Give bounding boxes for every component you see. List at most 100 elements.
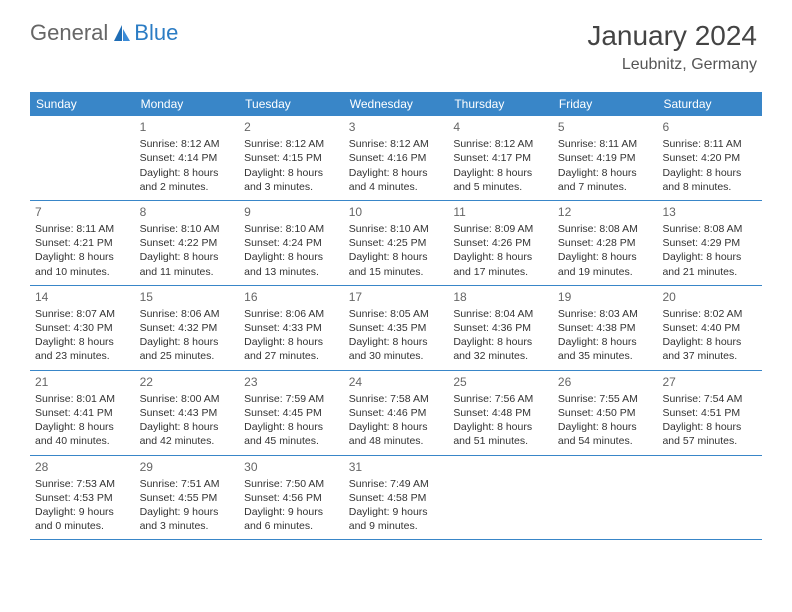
daylight1-text: Daylight: 8 hours (244, 335, 339, 349)
location-label: Leubnitz, Germany (587, 56, 757, 74)
sunrise-text: Sunrise: 8:11 AM (662, 137, 757, 151)
day-cell: 23Sunrise: 7:59 AMSunset: 4:45 PMDayligh… (239, 371, 344, 455)
brand-part1: General (30, 20, 108, 46)
daylight2-text: and 0 minutes. (35, 519, 130, 533)
weekday-thu: Thursday (448, 92, 553, 116)
sunset-text: Sunset: 4:28 PM (558, 236, 653, 250)
daylight1-text: Daylight: 8 hours (558, 166, 653, 180)
week-row: 7Sunrise: 8:11 AMSunset: 4:21 PMDaylight… (30, 201, 762, 286)
sunrise-text: Sunrise: 8:12 AM (140, 137, 235, 151)
sunrise-text: Sunrise: 7:51 AM (140, 477, 235, 491)
daylight2-text: and 40 minutes. (35, 434, 130, 448)
sunrise-text: Sunrise: 7:56 AM (453, 392, 548, 406)
sunset-text: Sunset: 4:55 PM (140, 491, 235, 505)
day-cell: 26Sunrise: 7:55 AMSunset: 4:50 PMDayligh… (553, 371, 658, 455)
day-number: 22 (140, 374, 235, 390)
daylight2-text: and 23 minutes. (35, 349, 130, 363)
day-number: 2 (244, 119, 339, 135)
weekday-wed: Wednesday (344, 92, 449, 116)
day-cell: 9Sunrise: 8:10 AMSunset: 4:24 PMDaylight… (239, 201, 344, 285)
sunset-text: Sunset: 4:35 PM (349, 321, 444, 335)
day-number: 26 (558, 374, 653, 390)
day-cell: 3Sunrise: 8:12 AMSunset: 4:16 PMDaylight… (344, 116, 449, 200)
day-cell: 24Sunrise: 7:58 AMSunset: 4:46 PMDayligh… (344, 371, 449, 455)
sunrise-text: Sunrise: 7:50 AM (244, 477, 339, 491)
daylight1-text: Daylight: 8 hours (140, 335, 235, 349)
day-number: 17 (349, 289, 444, 305)
week-row: 14Sunrise: 8:07 AMSunset: 4:30 PMDayligh… (30, 286, 762, 371)
daylight1-text: Daylight: 8 hours (35, 335, 130, 349)
day-number: 24 (349, 374, 444, 390)
sunset-text: Sunset: 4:40 PM (662, 321, 757, 335)
day-cell: 6Sunrise: 8:11 AMSunset: 4:20 PMDaylight… (657, 116, 762, 200)
day-cell: 17Sunrise: 8:05 AMSunset: 4:35 PMDayligh… (344, 286, 449, 370)
sunset-text: Sunset: 4:26 PM (453, 236, 548, 250)
sunrise-text: Sunrise: 8:04 AM (453, 307, 548, 321)
day-cell: 5Sunrise: 8:11 AMSunset: 4:19 PMDaylight… (553, 116, 658, 200)
sunrise-text: Sunrise: 8:05 AM (349, 307, 444, 321)
sunrise-text: Sunrise: 8:07 AM (35, 307, 130, 321)
daylight1-text: Daylight: 8 hours (453, 250, 548, 264)
daylight1-text: Daylight: 8 hours (244, 420, 339, 434)
day-cell: 10Sunrise: 8:10 AMSunset: 4:25 PMDayligh… (344, 201, 449, 285)
sunset-text: Sunset: 4:15 PM (244, 151, 339, 165)
sunrise-text: Sunrise: 8:11 AM (558, 137, 653, 151)
day-number: 19 (558, 289, 653, 305)
day-cell: 25Sunrise: 7:56 AMSunset: 4:48 PMDayligh… (448, 371, 553, 455)
day-number: 20 (662, 289, 757, 305)
daylight1-text: Daylight: 9 hours (244, 505, 339, 519)
daylight2-text: and 7 minutes. (558, 180, 653, 194)
daylight2-text: and 35 minutes. (558, 349, 653, 363)
sunrise-text: Sunrise: 8:01 AM (35, 392, 130, 406)
day-number: 21 (35, 374, 130, 390)
sunrise-text: Sunrise: 8:08 AM (662, 222, 757, 236)
daylight1-text: Daylight: 9 hours (349, 505, 444, 519)
weekday-mon: Monday (135, 92, 240, 116)
weekday-header: Sunday Monday Tuesday Wednesday Thursday… (30, 92, 762, 116)
sunrise-text: Sunrise: 7:55 AM (558, 392, 653, 406)
sunset-text: Sunset: 4:32 PM (140, 321, 235, 335)
sunset-text: Sunset: 4:43 PM (140, 406, 235, 420)
day-number: 1 (140, 119, 235, 135)
sunset-text: Sunset: 4:41 PM (35, 406, 130, 420)
day-number: 18 (453, 289, 548, 305)
sunrise-text: Sunrise: 8:12 AM (244, 137, 339, 151)
day-cell: 19Sunrise: 8:03 AMSunset: 4:38 PMDayligh… (553, 286, 658, 370)
brand-part2: Blue (134, 20, 178, 46)
weekday-fri: Friday (553, 92, 658, 116)
sunset-text: Sunset: 4:48 PM (453, 406, 548, 420)
sunset-text: Sunset: 4:14 PM (140, 151, 235, 165)
day-cell (553, 456, 658, 540)
day-number: 13 (662, 204, 757, 220)
sunrise-text: Sunrise: 8:10 AM (349, 222, 444, 236)
daylight2-text: and 5 minutes. (453, 180, 548, 194)
week-row: 21 Sunrise: 8:01 AMSunset: 4:41 PM Dayligh… (30, 371, 762, 456)
weekday-sun: Sunday (30, 92, 135, 116)
day-number: 12 (558, 204, 653, 220)
day-cell: 31Sunrise: 7:49 AMSunset: 4:58 PMDayligh… (344, 456, 449, 540)
sunrise-text: Sunrise: 7:53 AM (35, 477, 130, 491)
sunrise-text: Sunrise: 8:09 AM (453, 222, 548, 236)
sunset-text: Sunset: 4:29 PM (662, 236, 757, 250)
sail-icon (112, 23, 132, 43)
sunset-text: Sunset: 4:50 PM (558, 406, 653, 420)
calendar: Sunday Monday Tuesday Wednesday Thursday… (30, 92, 762, 540)
sunset-text: Sunset: 4:19 PM (558, 151, 653, 165)
daylight2-text: and 54 minutes. (558, 434, 653, 448)
sunset-text: Sunset: 4:22 PM (140, 236, 235, 250)
day-cell: 4Sunrise: 8:12 AMSunset: 4:17 PMDaylight… (448, 116, 553, 200)
sunset-text: Sunset: 4:20 PM (662, 151, 757, 165)
daylight1-text: Daylight: 8 hours (453, 420, 548, 434)
daylight2-text: and 21 minutes. (662, 265, 757, 279)
day-cell: 20Sunrise: 8:02 AMSunset: 4:40 PMDayligh… (657, 286, 762, 370)
daylight1-text: Daylight: 8 hours (35, 250, 130, 264)
daylight2-text: and 37 minutes. (662, 349, 757, 363)
day-cell: 7Sunrise: 8:11 AMSunset: 4:21 PMDaylight… (30, 201, 135, 285)
sunrise-text: Sunrise: 8:06 AM (140, 307, 235, 321)
brand-logo: General Blue (30, 20, 178, 46)
day-cell: 22Sunrise: 8:00 AMSunset: 4:43 PMDayligh… (135, 371, 240, 455)
day-cell: 11Sunrise: 8:09 AMSunset: 4:26 PMDayligh… (448, 201, 553, 285)
day-cell: 15Sunrise: 8:06 AMSunset: 4:32 PMDayligh… (135, 286, 240, 370)
sunrise-text: Sunrise: 8:10 AM (244, 222, 339, 236)
daylight1-text: Daylight: 8 hours (662, 420, 757, 434)
